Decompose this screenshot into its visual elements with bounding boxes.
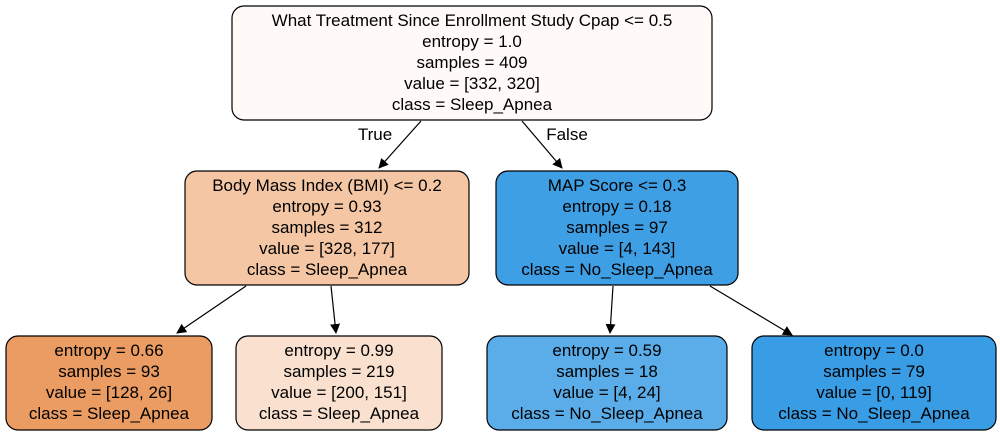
node-class: class = No_Sleep_Apnea	[521, 260, 713, 279]
edge-bmi-to-leaf2	[330, 285, 341, 334]
node-value: value = [0, 119]	[816, 383, 931, 402]
node-entropy: entropy = 0.66	[54, 341, 163, 360]
edge-bmi-to-leaf1	[176, 285, 247, 334]
tree-node-bmi: Body Mass Index (BMI) <= 0.2 entropy = 0…	[184, 170, 470, 286]
node-class: class = No_Sleep_Apnea	[778, 404, 970, 423]
node-value: value = [200, 151]	[271, 383, 407, 402]
node-samples: samples = 79	[823, 362, 925, 381]
node-samples: samples = 18	[556, 362, 658, 381]
node-entropy: entropy = 0.18	[562, 197, 671, 216]
edge-map-to-leaf3	[605, 285, 616, 334]
tree-node-root: What Treatment Since Enrollment Study Cp…	[231, 5, 713, 121]
tree-leaf-3: entropy = 0.59 samples = 18 value = [4, …	[486, 335, 728, 431]
edge-label-true: True	[358, 125, 392, 144]
node-class: class = Sleep_Apnea	[259, 404, 420, 423]
tree-leaf-4: entropy = 0.0 samples = 79 value = [0, 1…	[751, 335, 997, 431]
node-entropy: entropy = 0.59	[552, 341, 661, 360]
node-entropy: entropy = 1.0	[422, 32, 522, 51]
node-value: value = [328, 177]	[259, 239, 395, 258]
node-samples: samples = 219	[283, 362, 394, 381]
tree-node-map: MAP Score <= 0.3 entropy = 0.18 samples …	[495, 170, 739, 286]
edge-map-to-leaf4	[709, 285, 793, 336]
edge-label-false: False	[546, 125, 588, 144]
node-samples: samples = 312	[271, 218, 382, 237]
node-split-rule: What Treatment Since Enrollment Study Cp…	[272, 11, 673, 30]
node-entropy: entropy = 0.99	[284, 341, 393, 360]
tree-leaf-2: entropy = 0.99 samples = 219 value = [20…	[235, 335, 443, 431]
node-class: class = No_Sleep_Apnea	[511, 404, 703, 423]
edge-root-to-bmi: True	[358, 120, 422, 169]
node-value: value = [4, 143]	[559, 239, 676, 258]
node-entropy: entropy = 0.93	[272, 197, 381, 216]
node-samples: samples = 93	[58, 362, 160, 381]
node-value: value = [332, 320]	[404, 74, 540, 93]
node-class: class = Sleep_Apnea	[29, 404, 190, 423]
edge-root-to-map: False	[521, 120, 588, 169]
node-split-rule: MAP Score <= 0.3	[548, 176, 687, 195]
node-entropy: entropy = 0.0	[824, 341, 924, 360]
node-class: class = Sleep_Apnea	[247, 260, 408, 279]
node-class: class = Sleep_Apnea	[392, 95, 553, 114]
node-value: value = [128, 26]	[46, 383, 172, 402]
node-samples: samples = 409	[416, 53, 527, 72]
tree-leaf-1: entropy = 0.66 samples = 93 value = [128…	[5, 335, 213, 431]
node-samples: samples = 97	[566, 218, 668, 237]
node-value: value = [4, 24]	[553, 383, 660, 402]
node-split-rule: Body Mass Index (BMI) <= 0.2	[212, 176, 442, 195]
